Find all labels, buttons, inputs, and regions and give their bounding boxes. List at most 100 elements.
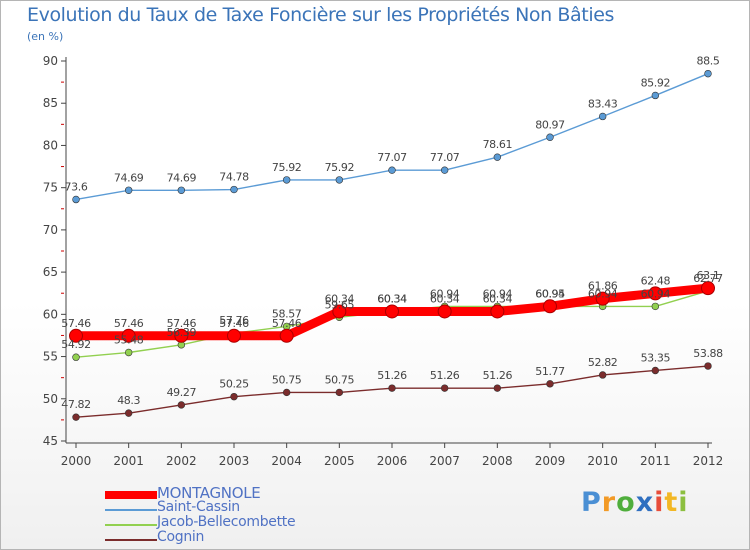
data-label: 60.94 bbox=[430, 287, 460, 300]
data-point bbox=[332, 304, 347, 319]
data-label: 73.6 bbox=[65, 180, 88, 193]
data-label: 60.34 bbox=[430, 292, 460, 305]
data-label: 49.27 bbox=[167, 386, 197, 399]
data-point bbox=[335, 388, 344, 397]
data-label: 48.3 bbox=[117, 394, 140, 407]
data-label: 56.39 bbox=[167, 326, 197, 339]
x-tick-label: 2007 bbox=[429, 454, 460, 468]
legend-label: Saint-Cassin bbox=[157, 499, 240, 515]
data-point bbox=[174, 328, 189, 343]
data-point bbox=[546, 133, 554, 141]
data-point bbox=[124, 348, 133, 357]
legend-swatch bbox=[105, 539, 157, 541]
data-label: 51.26 bbox=[377, 369, 407, 382]
data-point bbox=[124, 409, 133, 417]
x-tick-label: 2006 bbox=[377, 454, 408, 468]
x-tick-label: 2004 bbox=[271, 454, 302, 468]
data-point bbox=[177, 401, 186, 409]
data-point bbox=[69, 328, 83, 343]
data-label: 77.07 bbox=[377, 151, 407, 164]
data-point bbox=[440, 166, 449, 174]
data-label: 75.92 bbox=[325, 161, 355, 174]
data-label: 85.92 bbox=[641, 76, 671, 89]
data-point bbox=[72, 353, 80, 361]
x-tick-label: 2003 bbox=[219, 454, 250, 468]
chart-axes: 45 50 55 60 65 70 75 80 85 90 2000 2001 2002 2003 2004… bbox=[43, 54, 724, 468]
data-label: 78.61 bbox=[483, 138, 513, 151]
data-point bbox=[177, 186, 186, 194]
data-label: 50.25 bbox=[219, 378, 249, 391]
data-point bbox=[546, 380, 554, 388]
data-point bbox=[72, 195, 80, 204]
data-point bbox=[388, 166, 396, 174]
data-point bbox=[701, 281, 715, 296]
data-label: 74.69 bbox=[114, 171, 144, 184]
logo-letter: x bbox=[635, 487, 655, 518]
data-label: 52.82 bbox=[588, 356, 618, 369]
data-label: 57.46 bbox=[114, 317, 144, 330]
data-label: 53.35 bbox=[641, 351, 671, 364]
x-tick-label: 2008 bbox=[482, 454, 513, 468]
data-label: 60.34 bbox=[377, 292, 407, 305]
y-tick-label: 80 bbox=[43, 138, 58, 152]
data-point bbox=[385, 304, 399, 319]
data-point bbox=[598, 112, 607, 121]
data-point bbox=[72, 413, 80, 421]
data-label: 60.94 bbox=[588, 287, 618, 300]
data-label: 61.86 bbox=[588, 280, 618, 293]
y-tick-label: 45 bbox=[43, 434, 58, 448]
data-point bbox=[230, 185, 238, 194]
data-label: 60.34 bbox=[325, 292, 355, 305]
data-label: 77.07 bbox=[430, 151, 460, 164]
data-point bbox=[440, 384, 449, 392]
y-tick-label: 65 bbox=[43, 265, 58, 279]
x-tick-label: 2012 bbox=[693, 454, 724, 468]
data-label: 57.46 bbox=[272, 317, 302, 330]
data-label: 50.75 bbox=[272, 373, 302, 386]
data-point bbox=[543, 299, 557, 314]
data-point bbox=[282, 176, 291, 184]
data-label: 62.48 bbox=[641, 274, 671, 287]
data-point bbox=[595, 291, 610, 306]
data-label: 53.88 bbox=[693, 347, 723, 360]
data-label: 62.77 bbox=[693, 272, 723, 285]
data-label: 55.48 bbox=[114, 334, 144, 347]
data-label: 51.26 bbox=[430, 369, 460, 382]
legend-label: MONTAGNOLE bbox=[157, 484, 261, 502]
data-point bbox=[651, 366, 660, 375]
data-label: 58.57 bbox=[272, 307, 302, 320]
data-point bbox=[704, 362, 712, 370]
data-point bbox=[230, 392, 238, 401]
data-point bbox=[282, 388, 291, 397]
data-label: 74.69 bbox=[167, 171, 197, 184]
legend-swatch bbox=[105, 491, 157, 499]
data-point bbox=[651, 302, 660, 311]
data-point bbox=[648, 286, 663, 301]
x-tick-label: 2005 bbox=[324, 454, 355, 468]
legend-label: Cognin bbox=[157, 529, 205, 545]
y-tick-label: 85 bbox=[43, 96, 58, 110]
x-tick-label: 2009 bbox=[535, 454, 566, 468]
logo-letter: r bbox=[601, 487, 617, 518]
data-label: 60.94 bbox=[641, 287, 671, 300]
data-point bbox=[227, 328, 241, 343]
x-tick-label: 2001 bbox=[113, 454, 144, 468]
data-label: 57.46 bbox=[61, 317, 91, 330]
y-tick-label: 70 bbox=[43, 223, 58, 237]
y-tick-label: 55 bbox=[43, 350, 58, 364]
data-point bbox=[651, 91, 660, 100]
data-label: 60.95 bbox=[535, 287, 565, 300]
data-label: 57.76 bbox=[219, 314, 249, 327]
data-label: 60.34 bbox=[377, 292, 407, 305]
data-label: 60.34 bbox=[483, 292, 513, 305]
data-label: 74.78 bbox=[219, 171, 249, 184]
data-label: 60.94 bbox=[483, 287, 513, 300]
data-point bbox=[121, 328, 136, 343]
logo-letter: i bbox=[654, 487, 665, 518]
legend-swatch bbox=[105, 524, 157, 526]
x-tick-label: 2000 bbox=[61, 454, 92, 468]
y-tick-label: 50 bbox=[43, 392, 58, 406]
data-label: 47.82 bbox=[61, 398, 91, 411]
